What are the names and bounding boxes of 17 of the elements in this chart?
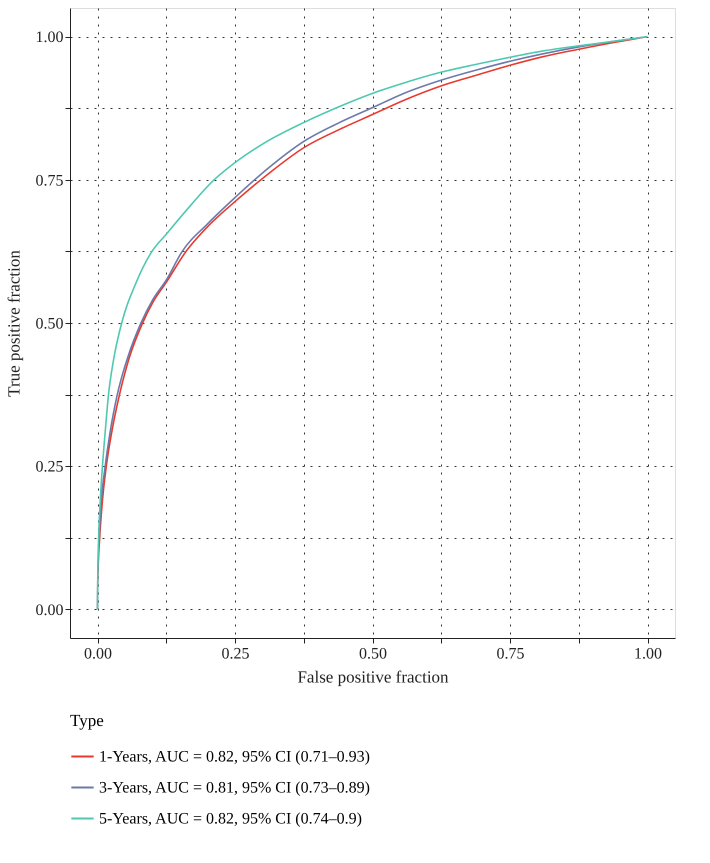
x-tick-label: 0.75 (496, 646, 524, 662)
y-tick-label: 0.25 (36, 458, 64, 476)
legend-label: 1-Years, AUC = 0.82, 95% CI (0.71–0.93) (99, 748, 370, 766)
x-tick-label: 0.00 (84, 646, 112, 662)
y-tick-label: 0.50 (36, 316, 64, 332)
y-tick-label: 0.00 (36, 602, 64, 619)
y-axis-title: True positive fraction (4, 250, 24, 397)
x-tick-label: 1.00 (634, 646, 662, 662)
legend-label: 3-Years, AUC = 0.81, 95% CI (0.73–0.89) (99, 780, 370, 796)
x-axis-title: False positive fraction (297, 668, 450, 686)
x-tick-label: 0.50 (359, 646, 387, 662)
line-series (96, 36, 648, 610)
y-tick-label: 0.75 (36, 172, 64, 190)
x-tick-label: 0.25 (222, 646, 250, 662)
legend-title: Type (70, 711, 104, 730)
y-tick-label: 1.00 (36, 29, 64, 46)
legend-label: 5-Years, AUC = 0.82, 95% CI (0.74–0.9) (99, 810, 362, 828)
